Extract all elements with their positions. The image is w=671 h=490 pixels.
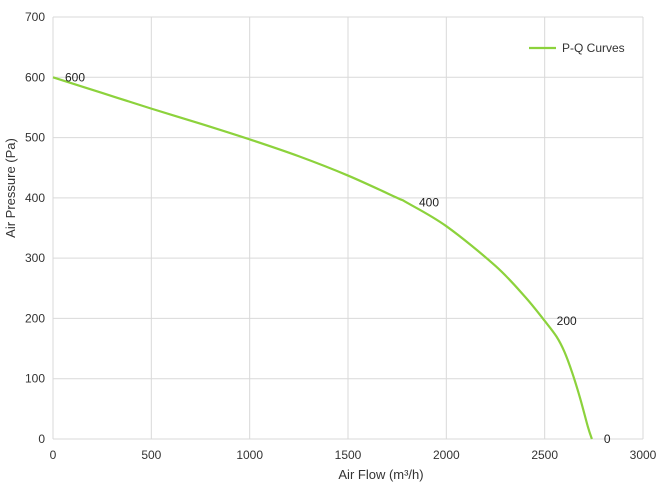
legend: P-Q Curves xyxy=(529,41,625,55)
grid xyxy=(52,16,644,440)
x-tick-label: 2000 xyxy=(433,448,460,462)
x-tick-label: 3000 xyxy=(630,448,657,462)
data-label: 600 xyxy=(65,70,85,84)
x-tick-label: 1000 xyxy=(236,448,263,462)
y-axis-title: Air Pressure (Pa) xyxy=(3,138,18,238)
legend-label: P-Q Curves xyxy=(562,41,625,55)
x-tick-label: 500 xyxy=(141,448,161,462)
y-tick-label: 500 xyxy=(25,131,45,145)
series-layer xyxy=(52,76,593,440)
data-label: 200 xyxy=(557,314,577,328)
data-label: 400 xyxy=(419,196,439,210)
x-tick-label: 0 xyxy=(50,448,57,462)
y-tick-label: 700 xyxy=(25,10,45,24)
data-labels: 600 400 200 0 xyxy=(65,70,611,446)
data-label: 0 xyxy=(604,432,611,446)
y-tick-label: 0 xyxy=(38,432,45,446)
x-axis-title: Air Flow (m³/h) xyxy=(338,467,423,482)
y-tick-label: 400 xyxy=(25,191,45,205)
x-axis-ticks: 0 500 1000 1500 2000 2500 3000 xyxy=(50,448,657,462)
y-axis-ticks: 0 100 200 300 400 500 600 700 xyxy=(25,10,45,446)
x-tick-label: 1500 xyxy=(335,448,362,462)
y-tick-label: 600 xyxy=(25,70,45,84)
y-tick-label: 300 xyxy=(25,251,45,265)
series-line-pq-curves xyxy=(52,76,593,440)
y-tick-label: 100 xyxy=(25,372,45,386)
y-tick-label: 200 xyxy=(25,311,45,325)
x-tick-label: 2500 xyxy=(531,448,558,462)
